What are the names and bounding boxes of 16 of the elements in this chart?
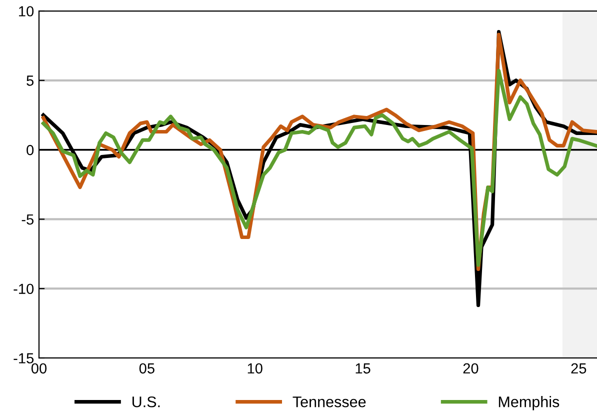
y-tick-label: -5 — [22, 214, 34, 225]
x-tick-label: 15 — [356, 363, 370, 374]
y-tick-label: 10 — [19, 6, 34, 16]
x-tick-label: 20 — [463, 363, 478, 374]
x-tick-label: 00 — [31, 363, 47, 374]
x-tick-label: 05 — [139, 363, 154, 374]
x-tick-label: 25 — [571, 363, 586, 374]
y-tick-label: -10 — [14, 284, 34, 294]
y-tick-label: 0 — [26, 144, 34, 156]
legend-label: Memphis — [498, 396, 560, 410]
x-tick-label: 10 — [248, 363, 262, 374]
legend-label: Tennessee — [292, 396, 366, 408]
y-tick-label: -15 — [14, 353, 34, 364]
legend-label: U.S. — [132, 396, 160, 408]
line-series — [42, 68, 597, 267]
y-tick-label: 5 — [26, 76, 34, 86]
